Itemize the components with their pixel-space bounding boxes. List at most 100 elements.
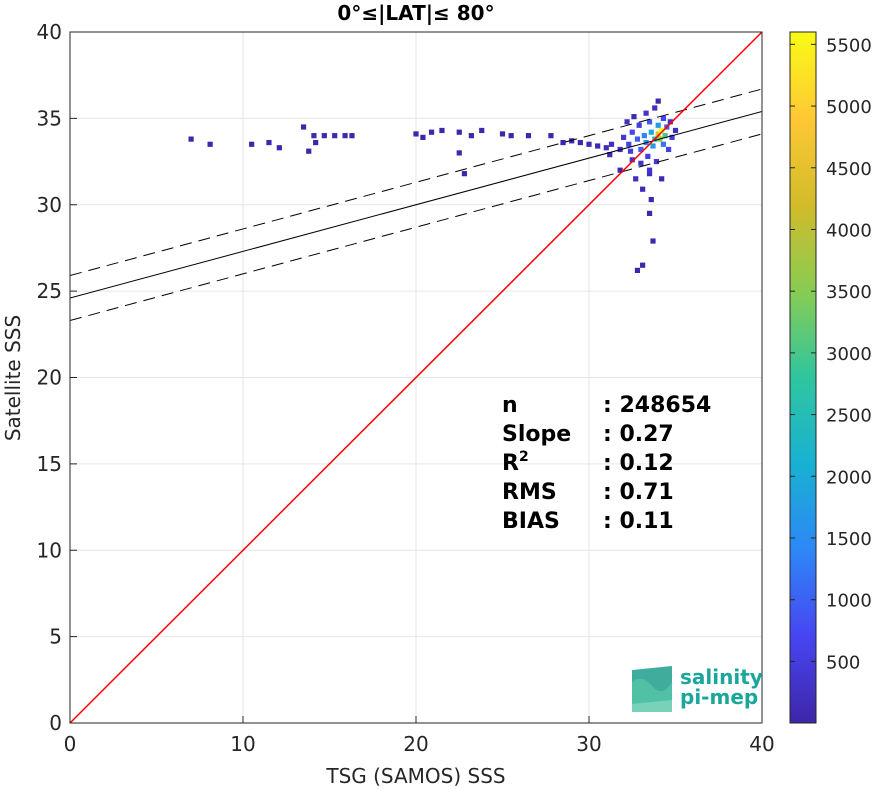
stat-value: : 0.11 xyxy=(603,509,674,534)
density-cell xyxy=(608,141,615,147)
density-cell xyxy=(300,124,307,130)
density-cell xyxy=(641,133,647,139)
stat-value: : 248654 xyxy=(603,393,711,418)
one-to-one-line xyxy=(70,32,762,723)
density-cell xyxy=(621,134,627,140)
density-cell xyxy=(667,119,673,125)
x-tick-label: 30 xyxy=(576,732,601,756)
density-cell xyxy=(624,119,630,125)
density-cell xyxy=(607,152,613,158)
density-cell xyxy=(349,133,355,139)
logo-wave-lower-icon xyxy=(632,678,672,712)
density-cell xyxy=(636,122,642,128)
density-cell xyxy=(306,148,312,154)
x-tick-label: 0 xyxy=(64,732,77,756)
colorbar-tick-label: 3000 xyxy=(826,344,872,365)
density-cell xyxy=(627,148,634,154)
density-cell xyxy=(650,238,656,244)
density-cell xyxy=(479,127,485,134)
density-cell xyxy=(638,146,644,153)
colorbar-tick-label: 2500 xyxy=(826,406,872,427)
density-cell xyxy=(643,110,649,116)
density-cell xyxy=(456,150,462,156)
density-cell xyxy=(508,133,514,139)
density-cell xyxy=(629,157,635,163)
density-cell xyxy=(652,105,658,111)
density-cell xyxy=(659,127,665,134)
density-cell xyxy=(249,141,255,147)
density-cell xyxy=(645,153,651,159)
density-cell xyxy=(548,133,554,139)
colorbar xyxy=(789,31,817,724)
salinity-pimep-logo: salinity pi-mep xyxy=(632,665,763,712)
confidence-lower-line xyxy=(70,133,762,321)
colorbar-tick-label: 1500 xyxy=(826,529,872,550)
density-cell xyxy=(648,196,654,203)
density-cell xyxy=(659,176,665,182)
stat-label: BIAS xyxy=(502,509,560,534)
density-cell xyxy=(634,267,641,273)
density-cell xyxy=(646,167,653,173)
density-cell xyxy=(626,141,632,147)
density-cell xyxy=(629,129,635,135)
chart-title: 0°≤|LAT|≤ 80° xyxy=(337,1,494,25)
density-cell xyxy=(276,145,282,151)
density-cell xyxy=(617,167,623,173)
y-tick-label: 15 xyxy=(37,452,62,476)
colorbar-tick-label: 2000 xyxy=(826,467,872,488)
colorbar-tick-label: 4500 xyxy=(826,159,872,180)
density-cell xyxy=(669,134,675,140)
logo-line1: salinity xyxy=(680,665,763,689)
y-tick-label: 25 xyxy=(37,279,62,303)
x-axis-label: TSG (SAMOS) SSS xyxy=(325,764,505,788)
density-cell xyxy=(586,141,592,147)
density-cell xyxy=(650,143,656,149)
density-cell xyxy=(577,139,583,146)
density-cell xyxy=(456,129,462,135)
density-cell xyxy=(634,136,641,142)
y-tick-label: 0 xyxy=(49,711,62,735)
density-cell xyxy=(413,131,419,137)
density-cell xyxy=(646,210,653,216)
density-cell xyxy=(569,138,575,144)
axis-ticks: 0 10 20 30 40 0 5 10 15 20 25 30 35 40 xyxy=(37,20,775,756)
stat-label-sup: 2 xyxy=(519,449,529,465)
density-cell xyxy=(468,133,474,139)
density-cell xyxy=(640,186,646,192)
density-cell xyxy=(603,145,609,151)
y-tick-label: 40 xyxy=(37,20,62,44)
density-cell xyxy=(439,127,445,134)
density-cell xyxy=(640,262,646,268)
density-cell xyxy=(420,134,426,140)
stat-value: : 0.27 xyxy=(603,422,674,447)
density-cell xyxy=(207,141,213,147)
density-cell xyxy=(660,141,666,147)
density-cell xyxy=(655,122,661,128)
density-cell xyxy=(560,139,566,146)
density-cell xyxy=(672,127,679,134)
density-cell xyxy=(646,171,653,177)
density-cell xyxy=(646,119,653,125)
y-axis-label: Satellite SSS xyxy=(1,315,25,441)
x-tick-label: 10 xyxy=(230,732,255,756)
density-cell xyxy=(595,143,601,149)
y-tick-label: 10 xyxy=(37,538,62,562)
density-cell xyxy=(653,158,660,165)
density-cell xyxy=(461,171,468,177)
density-cell xyxy=(499,131,506,137)
colorbar-tick-label: 1000 xyxy=(826,591,872,612)
colorbar-tick-label: 5000 xyxy=(826,97,872,118)
y-tick-label: 20 xyxy=(37,366,62,390)
colorbar-tick-label: 5500 xyxy=(826,35,872,56)
density-cell xyxy=(633,176,639,182)
density-cell xyxy=(332,133,338,139)
logo-line2: pi-mep xyxy=(680,685,758,709)
stat-label: RMS xyxy=(502,480,557,505)
stat-value: : 0.12 xyxy=(603,451,674,476)
stat-value: : 0.71 xyxy=(603,480,674,505)
regression-line xyxy=(70,110,762,299)
density-cell xyxy=(655,131,661,137)
density-cell xyxy=(655,98,661,104)
